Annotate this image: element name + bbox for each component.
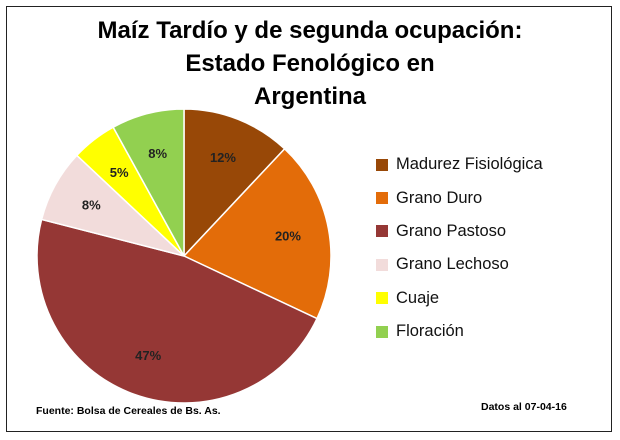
legend-label: Madurez Fisiológica	[396, 155, 543, 174]
legend-label: Grano Duro	[396, 188, 483, 207]
chart-legend: Madurez Fisiológica Grano Duro Grano Pasto…	[376, 148, 543, 348]
date-note: Datos al 07-04-16	[481, 401, 567, 413]
chart-title-line-3: Argentina	[253, 83, 366, 110]
pie-slice-floracion	[112, 108, 185, 257]
data-label-cuaje: 5%	[110, 165, 129, 180]
source-note: Fuente: Bolsa de Cereales de Bs. As.	[36, 405, 221, 417]
pie-slice-grano-duro	[182, 147, 332, 320]
data-label-grano-pastoso: 47%	[135, 348, 161, 363]
pie-slice-grano-pastoso	[36, 218, 319, 404]
legend-item-grano-duro: Grano Duro	[376, 181, 543, 214]
legend-label: Cuaje	[396, 288, 440, 307]
legend-item-cuaje: Cuaje	[376, 282, 543, 315]
pie-slice-madurez-fisiologica	[183, 108, 286, 258]
data-label-madurez-fisiologica: 12%	[210, 150, 236, 165]
legend-swatch	[376, 292, 388, 305]
data-label-floracion: 8%	[148, 146, 167, 161]
chart-title-line-1: Maíz Tardío y de segunda ocupación:	[97, 17, 523, 44]
legend-swatch	[376, 192, 388, 205]
legend-item-madurez-fisiologica: Madurez Fisiológica	[376, 148, 543, 181]
legend-item-floracion: Floración	[376, 315, 543, 348]
data-label-grano-lechoso: 8%	[82, 198, 101, 213]
legend-swatch	[376, 325, 388, 338]
legend-item-grano-pastoso: Grano Pastoso	[376, 215, 543, 248]
chart-title-line-2: Estado Fenológico en	[185, 50, 435, 77]
legend-swatch	[376, 158, 388, 171]
legend-label: Grano Lechoso	[396, 255, 509, 274]
data-label-grano-duro: 20%	[275, 229, 301, 244]
chart-title: Maíz Tardío y de segunda ocupación: Esta…	[0, 14, 620, 113]
legend-swatch	[376, 258, 388, 271]
legend-item-grano-lechoso: Grano Lechoso	[376, 248, 543, 281]
legend-label: Floración	[396, 322, 464, 341]
legend-swatch	[376, 225, 388, 238]
legend-label: Grano Pastoso	[396, 221, 507, 240]
